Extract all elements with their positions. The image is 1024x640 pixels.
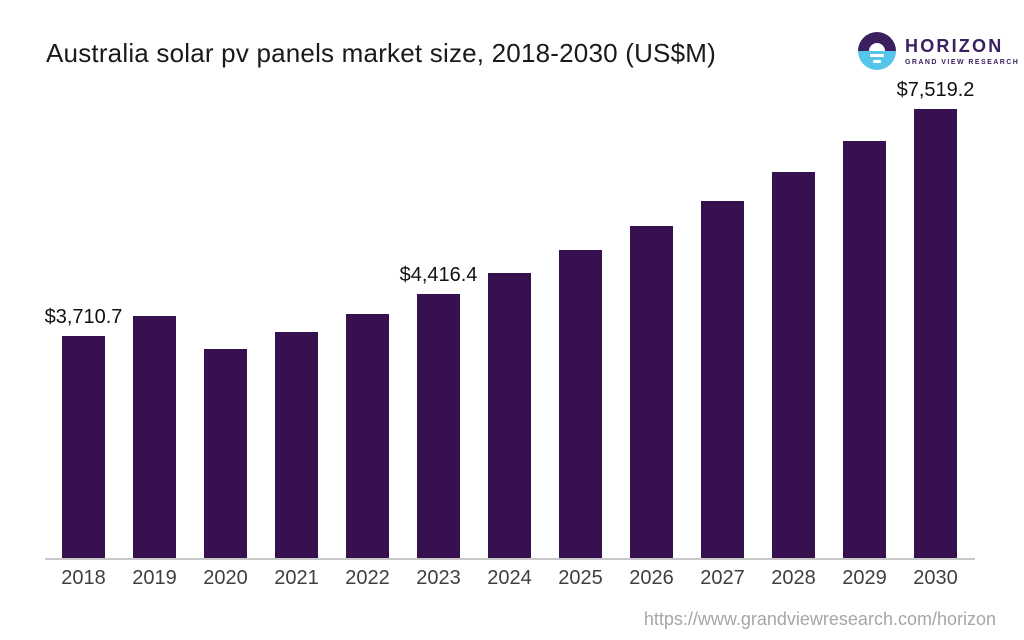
bar-2029: [843, 141, 886, 558]
bar-column-2024: [488, 273, 531, 558]
x-tick-label-2022: 2022: [345, 567, 390, 589]
bar-2024: [488, 273, 531, 558]
x-tick-label-2025: 2025: [558, 567, 603, 589]
bar-column-2030: $7,519.2: [897, 79, 974, 558]
brand-name: HORIZON: [905, 35, 1004, 56]
bar-column-2027: [701, 201, 744, 558]
x-tick-label-2021: 2021: [274, 567, 319, 589]
bar-2022: [346, 314, 389, 558]
horizon-sun-icon: [858, 32, 896, 70]
brand-text: HORIZON GRAND VIEW RESEARCH: [905, 37, 1019, 66]
bar-value-label-2023: $4,416.4: [399, 264, 478, 286]
bar-2018: [62, 336, 105, 558]
bar-2025: [559, 250, 602, 558]
bar-2028: [772, 172, 815, 558]
bars-area: $3,710.7 $4,416.4 $7,519.2: [45, 79, 974, 558]
bar-column-2019: [133, 316, 176, 558]
bar-column-2026: [630, 226, 673, 558]
bar-2027: [701, 201, 744, 558]
brand-subtitle: GRAND VIEW RESEARCH: [905, 58, 1020, 66]
x-axis-line: [45, 558, 975, 560]
bar-2023: [417, 294, 460, 558]
bar-2020: [204, 349, 247, 558]
bar-2021: [275, 332, 318, 558]
bar-2019: [133, 316, 176, 558]
bar-2026: [630, 226, 673, 558]
bar-value-label-2030: $7,519.2: [896, 79, 975, 101]
bar-column-2025: [559, 250, 602, 558]
bar-column-2029: [843, 141, 886, 558]
x-tick-label-2018: 2018: [61, 567, 106, 589]
x-axis-labels: 2018 2019 2020 2021 2022 2023 2024 2025 2026 2027…: [61, 567, 958, 590]
brand-logo: HORIZON GRAND VIEW RESEARCH: [858, 32, 1019, 70]
bar-column-2028: [772, 172, 815, 558]
bar-2030: [914, 109, 957, 558]
x-tick-label-2029: 2029: [842, 567, 887, 589]
page-title: Australia solar pv panels market size, 2…: [46, 38, 716, 68]
x-tick-label-2028: 2028: [771, 567, 816, 589]
bar-column-2020: [204, 349, 247, 558]
x-tick-label-2030: 2030: [913, 567, 958, 589]
x-tick-label-2026: 2026: [629, 567, 674, 589]
x-tick-label-2027: 2027: [700, 567, 745, 589]
x-tick-label-2019: 2019: [132, 567, 177, 589]
bar-column-2022: [346, 314, 389, 558]
bar-column-2018: $3,710.7: [45, 306, 122, 558]
bar-column-2023: $4,416.4: [400, 264, 477, 558]
bar-column-2021: [275, 332, 318, 558]
x-tick-label-2023: 2023: [416, 567, 461, 589]
bar-value-label-2018: $3,710.7: [44, 306, 123, 328]
x-tick-label-2020: 2020: [203, 567, 248, 589]
x-tick-label-2024: 2024: [487, 567, 532, 589]
source-url[interactable]: https://www.grandviewresearch.com/horizo…: [643, 609, 996, 629]
